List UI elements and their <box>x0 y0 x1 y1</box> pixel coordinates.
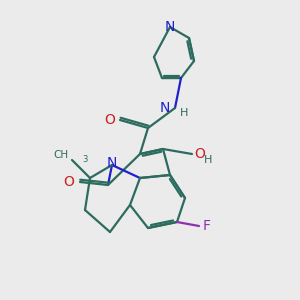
Text: N: N <box>160 101 170 115</box>
Text: F: F <box>203 219 211 233</box>
Text: N: N <box>107 156 117 170</box>
Text: N: N <box>165 20 175 34</box>
Text: CH: CH <box>53 150 68 160</box>
Text: H: H <box>180 108 188 118</box>
Text: H: H <box>204 155 212 165</box>
Text: O: O <box>63 175 74 189</box>
Text: 3: 3 <box>82 155 87 164</box>
Text: O: O <box>104 113 115 127</box>
Text: O: O <box>194 147 205 161</box>
